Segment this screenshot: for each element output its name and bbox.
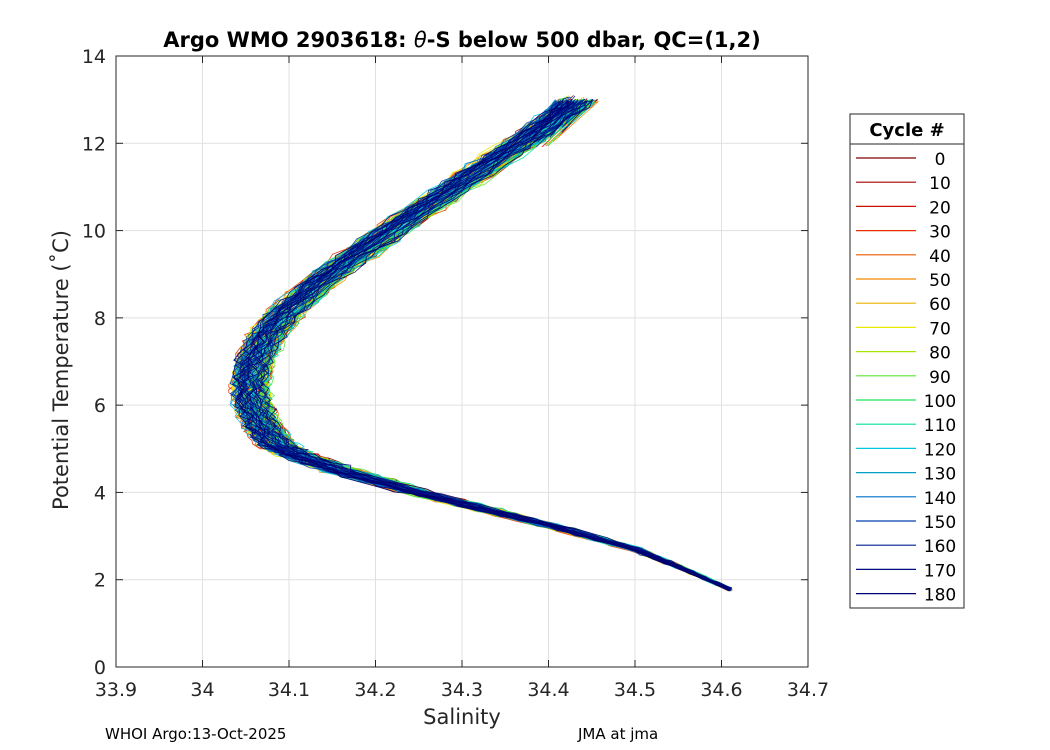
legend-label: 180 xyxy=(924,586,956,606)
legend-label: 40 xyxy=(929,247,951,267)
profile-line xyxy=(238,99,730,589)
legend-label: 140 xyxy=(924,489,956,509)
y-tick-label: 4 xyxy=(94,482,106,504)
legend-label: 130 xyxy=(924,465,956,485)
profile-line xyxy=(235,99,731,591)
x-tick-label: 34.4 xyxy=(527,679,569,701)
x-tick-label: 34.6 xyxy=(700,679,742,701)
x-tick-label: 34.1 xyxy=(268,679,310,701)
legend-label: 70 xyxy=(929,319,951,339)
y-tick-label: 0 xyxy=(94,657,106,679)
legend-label: 0 xyxy=(935,150,946,170)
title-prefix: Argo WMO 2903618: xyxy=(163,28,414,52)
footer-source: WHOI Argo:13-Oct-2025 xyxy=(105,725,287,743)
legend-label: 90 xyxy=(929,368,951,388)
y-axis-label: Potential Temperature (˚C) xyxy=(49,230,73,510)
legend-title: Cycle # xyxy=(869,120,944,141)
legend-label: 30 xyxy=(929,223,951,243)
legend-label: 50 xyxy=(929,271,951,291)
y-tick-label: 14 xyxy=(82,46,106,68)
legend-label: 20 xyxy=(929,198,951,218)
legend-label: 10 xyxy=(929,174,951,194)
legend-label: 110 xyxy=(924,416,956,436)
title-theta: θ xyxy=(414,28,427,52)
x-tick-label: 34.7 xyxy=(787,679,829,701)
x-axis-label: Salinity xyxy=(423,705,501,729)
y-tick-label: 8 xyxy=(94,308,106,330)
profile-line xyxy=(232,100,730,591)
y-tick-label: 12 xyxy=(82,133,106,155)
x-tick-label: 33.9 xyxy=(95,679,137,701)
title-suffix: -S below 500 dbar, QC=(1,2) xyxy=(427,28,761,52)
y-tick-label: 10 xyxy=(82,221,106,243)
legend-label: 100 xyxy=(924,392,956,412)
x-tick-label: 34 xyxy=(190,679,214,701)
legend-label: 80 xyxy=(929,344,951,364)
legend-entries: 0 10 20 30 40 50 60 70 80 90 100 110 120 130 140 150 160… xyxy=(856,150,956,606)
profile-line xyxy=(255,101,732,591)
legend-label: 170 xyxy=(924,561,956,581)
footer-credit: JMA at jma xyxy=(578,725,659,743)
legend-label: 120 xyxy=(924,440,956,460)
chart-title: Argo WMO 2903618: θ-S below 500 dbar, QC… xyxy=(163,28,760,52)
y-axis-ticks: 0 2 4 6 8 10 12 14 xyxy=(82,46,808,679)
legend-label: 150 xyxy=(924,513,956,533)
legend: Cycle # 0 10 20 30 40 50 60 70 80 90 100 110 120 130 1… xyxy=(849,113,965,609)
legend-label: 60 xyxy=(929,295,951,315)
x-tick-label: 34.3 xyxy=(441,679,483,701)
y-tick-label: 6 xyxy=(94,395,106,417)
x-tick-label: 34.5 xyxy=(614,679,656,701)
legend-label: 160 xyxy=(924,537,956,557)
profile-line xyxy=(259,98,733,590)
profile-line xyxy=(253,101,732,592)
x-tick-label: 34.2 xyxy=(354,679,396,701)
profile-lines xyxy=(228,95,733,592)
x-axis-ticks: 33.9 34 34.1 34.2 34.3 34.4 34.5 34.6 34.7 xyxy=(95,56,829,701)
y-tick-label: 2 xyxy=(94,570,106,592)
legend-box xyxy=(849,113,965,609)
